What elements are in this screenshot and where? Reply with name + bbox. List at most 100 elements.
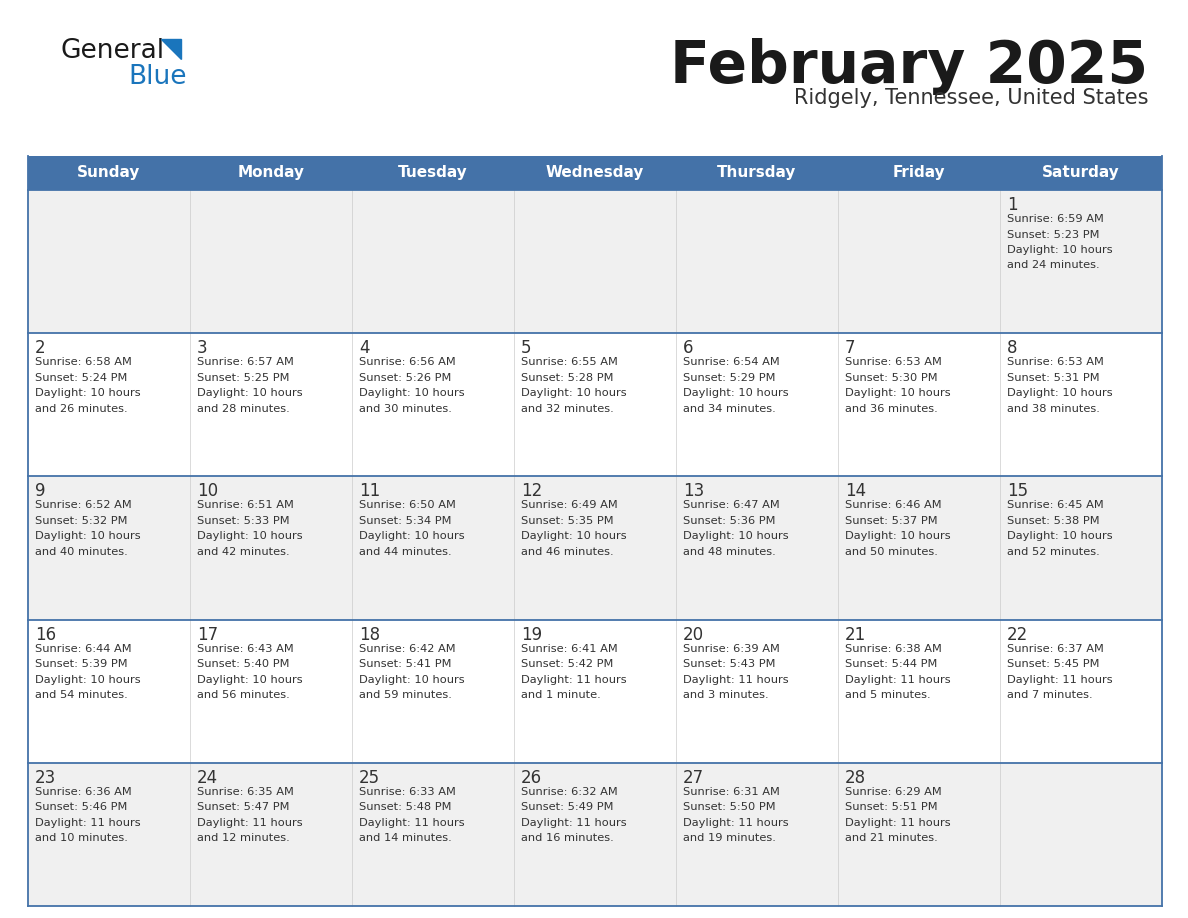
- Text: Sunset: 5:25 PM: Sunset: 5:25 PM: [197, 373, 290, 383]
- Text: Sunrise: 6:50 AM: Sunrise: 6:50 AM: [359, 500, 456, 510]
- Text: Sunrise: 6:58 AM: Sunrise: 6:58 AM: [34, 357, 132, 367]
- Text: Daylight: 11 hours: Daylight: 11 hours: [522, 818, 626, 828]
- Text: 5: 5: [522, 339, 531, 357]
- Text: and 5 minutes.: and 5 minutes.: [845, 690, 930, 700]
- Text: and 3 minutes.: and 3 minutes.: [683, 690, 769, 700]
- Text: Sunset: 5:40 PM: Sunset: 5:40 PM: [197, 659, 290, 669]
- Text: Saturday: Saturday: [1042, 165, 1120, 181]
- Bar: [29, 476, 1162, 620]
- Text: and 10 minutes.: and 10 minutes.: [34, 834, 128, 844]
- Text: Sunrise: 6:59 AM: Sunrise: 6:59 AM: [1007, 214, 1104, 224]
- Text: Sunset: 5:42 PM: Sunset: 5:42 PM: [522, 659, 613, 669]
- Text: Sunrise: 6:47 AM: Sunrise: 6:47 AM: [683, 500, 779, 510]
- Text: Daylight: 10 hours: Daylight: 10 hours: [683, 388, 789, 398]
- Text: and 50 minutes.: and 50 minutes.: [845, 547, 937, 557]
- Text: Sunset: 5:49 PM: Sunset: 5:49 PM: [522, 802, 613, 812]
- Text: Sunrise: 6:33 AM: Sunrise: 6:33 AM: [359, 787, 456, 797]
- Text: and 52 minutes.: and 52 minutes.: [1007, 547, 1100, 557]
- Text: Sunrise: 6:54 AM: Sunrise: 6:54 AM: [683, 357, 779, 367]
- Text: and 32 minutes.: and 32 minutes.: [522, 404, 614, 414]
- Text: and 56 minutes.: and 56 minutes.: [197, 690, 290, 700]
- Text: 19: 19: [522, 625, 542, 644]
- Text: and 40 minutes.: and 40 minutes.: [34, 547, 128, 557]
- Text: Sunset: 5:28 PM: Sunset: 5:28 PM: [522, 373, 613, 383]
- Text: Sunset: 5:43 PM: Sunset: 5:43 PM: [683, 659, 776, 669]
- Bar: [29, 190, 1162, 333]
- Text: Daylight: 11 hours: Daylight: 11 hours: [845, 675, 950, 685]
- Text: Sunday: Sunday: [77, 165, 140, 181]
- Text: Daylight: 11 hours: Daylight: 11 hours: [34, 818, 140, 828]
- Text: Sunrise: 6:36 AM: Sunrise: 6:36 AM: [34, 787, 132, 797]
- Text: 18: 18: [359, 625, 380, 644]
- Text: Daylight: 10 hours: Daylight: 10 hours: [683, 532, 789, 542]
- Text: 21: 21: [845, 625, 866, 644]
- Text: Sunset: 5:33 PM: Sunset: 5:33 PM: [197, 516, 290, 526]
- Text: Sunset: 5:45 PM: Sunset: 5:45 PM: [1007, 659, 1100, 669]
- Text: and 30 minutes.: and 30 minutes.: [359, 404, 451, 414]
- Text: Daylight: 10 hours: Daylight: 10 hours: [359, 532, 465, 542]
- Text: Daylight: 10 hours: Daylight: 10 hours: [34, 388, 140, 398]
- Bar: [29, 620, 1162, 763]
- Text: Daylight: 11 hours: Daylight: 11 hours: [683, 818, 789, 828]
- Text: Daylight: 11 hours: Daylight: 11 hours: [845, 818, 950, 828]
- Text: Tuesday: Tuesday: [398, 165, 468, 181]
- Text: Sunset: 5:47 PM: Sunset: 5:47 PM: [197, 802, 290, 812]
- Text: and 54 minutes.: and 54 minutes.: [34, 690, 128, 700]
- Text: and 21 minutes.: and 21 minutes.: [845, 834, 937, 844]
- Text: Sunrise: 6:45 AM: Sunrise: 6:45 AM: [1007, 500, 1104, 510]
- Text: and 12 minutes.: and 12 minutes.: [197, 834, 290, 844]
- Text: and 34 minutes.: and 34 minutes.: [683, 404, 776, 414]
- Text: Sunrise: 6:53 AM: Sunrise: 6:53 AM: [1007, 357, 1104, 367]
- Bar: [29, 333, 1162, 476]
- Text: Sunset: 5:46 PM: Sunset: 5:46 PM: [34, 802, 127, 812]
- Text: 10: 10: [197, 482, 219, 500]
- Text: Daylight: 11 hours: Daylight: 11 hours: [522, 675, 626, 685]
- Text: Thursday: Thursday: [718, 165, 797, 181]
- Text: Daylight: 10 hours: Daylight: 10 hours: [359, 388, 465, 398]
- Text: Daylight: 11 hours: Daylight: 11 hours: [359, 818, 465, 828]
- Text: 26: 26: [522, 768, 542, 787]
- Text: Sunset: 5:44 PM: Sunset: 5:44 PM: [845, 659, 937, 669]
- Text: Daylight: 10 hours: Daylight: 10 hours: [845, 532, 950, 542]
- Text: Sunrise: 6:35 AM: Sunrise: 6:35 AM: [197, 787, 293, 797]
- Text: Sunrise: 6:38 AM: Sunrise: 6:38 AM: [845, 644, 942, 654]
- Text: Sunset: 5:37 PM: Sunset: 5:37 PM: [845, 516, 937, 526]
- Text: and 19 minutes.: and 19 minutes.: [683, 834, 776, 844]
- Text: 2: 2: [34, 339, 45, 357]
- Bar: [29, 763, 1162, 906]
- Text: Sunset: 5:41 PM: Sunset: 5:41 PM: [359, 659, 451, 669]
- Text: 25: 25: [359, 768, 380, 787]
- Text: Sunrise: 6:32 AM: Sunrise: 6:32 AM: [522, 787, 618, 797]
- Text: Blue: Blue: [128, 64, 187, 90]
- Text: 23: 23: [34, 768, 56, 787]
- Polygon shape: [162, 39, 181, 59]
- Text: Sunset: 5:31 PM: Sunset: 5:31 PM: [1007, 373, 1100, 383]
- Text: Daylight: 10 hours: Daylight: 10 hours: [197, 388, 303, 398]
- Text: Sunrise: 6:55 AM: Sunrise: 6:55 AM: [522, 357, 618, 367]
- Text: Daylight: 11 hours: Daylight: 11 hours: [197, 818, 303, 828]
- Text: 20: 20: [683, 625, 704, 644]
- Text: Sunset: 5:36 PM: Sunset: 5:36 PM: [683, 516, 776, 526]
- Text: Friday: Friday: [892, 165, 946, 181]
- Text: Sunrise: 6:31 AM: Sunrise: 6:31 AM: [683, 787, 779, 797]
- Text: 8: 8: [1007, 339, 1017, 357]
- Text: Daylight: 10 hours: Daylight: 10 hours: [1007, 245, 1113, 255]
- Text: Sunrise: 6:52 AM: Sunrise: 6:52 AM: [34, 500, 132, 510]
- Text: Daylight: 10 hours: Daylight: 10 hours: [1007, 532, 1113, 542]
- Text: 15: 15: [1007, 482, 1028, 500]
- Text: Sunrise: 6:49 AM: Sunrise: 6:49 AM: [522, 500, 618, 510]
- Text: and 42 minutes.: and 42 minutes.: [197, 547, 290, 557]
- Text: Sunset: 5:35 PM: Sunset: 5:35 PM: [522, 516, 614, 526]
- Text: Sunrise: 6:46 AM: Sunrise: 6:46 AM: [845, 500, 942, 510]
- Text: and 24 minutes.: and 24 minutes.: [1007, 261, 1100, 271]
- Text: 22: 22: [1007, 625, 1029, 644]
- Text: Sunrise: 6:53 AM: Sunrise: 6:53 AM: [845, 357, 942, 367]
- Text: 11: 11: [359, 482, 380, 500]
- Text: Sunset: 5:50 PM: Sunset: 5:50 PM: [683, 802, 776, 812]
- Text: General: General: [61, 38, 164, 64]
- Text: Daylight: 10 hours: Daylight: 10 hours: [522, 532, 626, 542]
- Text: Sunset: 5:48 PM: Sunset: 5:48 PM: [359, 802, 451, 812]
- Text: Sunset: 5:34 PM: Sunset: 5:34 PM: [359, 516, 451, 526]
- Text: Monday: Monday: [238, 165, 304, 181]
- Text: Sunrise: 6:29 AM: Sunrise: 6:29 AM: [845, 787, 942, 797]
